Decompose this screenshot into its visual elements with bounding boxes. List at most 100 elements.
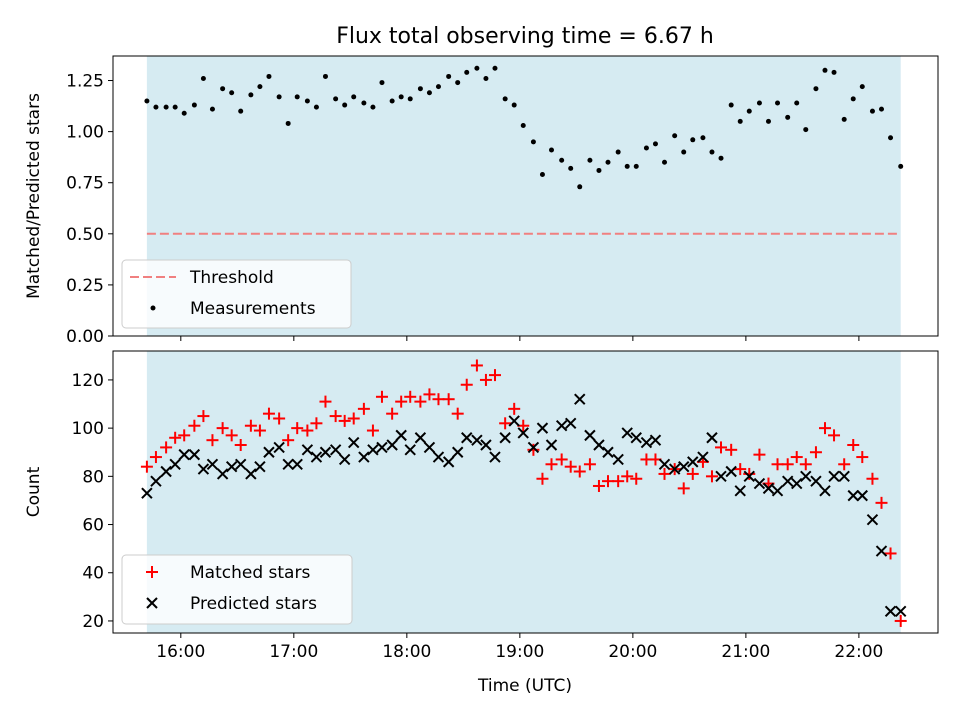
predicted-star-point — [856, 489, 868, 502]
measurement-point — [652, 141, 658, 147]
predicted-star-point — [725, 465, 737, 478]
predicted-star-point — [358, 451, 370, 463]
matched-star-point — [357, 402, 370, 415]
predicted-star-point — [536, 422, 549, 434]
matched-star-point — [875, 496, 888, 509]
measurement-point — [294, 94, 300, 100]
predicted-star-point — [178, 448, 190, 461]
measurement-point — [398, 94, 404, 100]
x-axis-label: Time (UTC) — [477, 676, 572, 696]
matched-star-point — [140, 460, 153, 473]
count-y-axis: 20 40 60 80 100 120 — [72, 371, 113, 632]
predicted-star-point — [141, 487, 153, 499]
predicted-star-point — [781, 475, 794, 487]
measurement-point — [426, 90, 432, 96]
predicted-star-point — [866, 514, 879, 526]
chart-title: Flux total observing time = 6.67 h — [336, 24, 714, 49]
predicted-star-point — [545, 439, 558, 451]
y-tick-label: 80 — [82, 467, 104, 487]
measurement-point — [266, 73, 272, 79]
measurement-point — [191, 102, 197, 108]
y-tick-label: 1.25 — [66, 72, 104, 92]
matched-star-point — [536, 472, 549, 485]
measurement-point — [633, 163, 639, 169]
measurement-point — [361, 100, 367, 106]
measurement-point — [746, 108, 752, 114]
predicted-star-point — [593, 439, 605, 451]
measurement-point — [869, 108, 875, 114]
predicted-star-point — [828, 470, 840, 483]
predicted-star-point — [658, 458, 671, 470]
matched-star-point — [884, 547, 897, 560]
measurement-point — [878, 106, 884, 112]
matched-star-point — [488, 369, 501, 382]
count-legend: Matched stars Predicted stars — [121, 554, 353, 625]
measurement-point — [153, 104, 159, 110]
predicted-star-point — [715, 470, 727, 483]
predicted-star-point — [414, 432, 427, 444]
measurement-point — [483, 75, 489, 81]
predicted-star-point — [301, 444, 314, 456]
predicted-star-point — [894, 605, 907, 618]
legend-matched-label: Matched stars — [190, 563, 310, 583]
matched-star-point — [564, 460, 577, 473]
measurement-point — [624, 163, 630, 169]
matched-star-point — [799, 458, 812, 471]
matched-star-point — [273, 412, 286, 425]
matched-star-point — [592, 479, 605, 492]
matched-star-point — [197, 410, 210, 423]
predicted-star-point — [150, 475, 162, 487]
measurement-point — [728, 102, 734, 108]
measurement-point — [313, 104, 319, 110]
matched-star-point — [375, 390, 388, 403]
ratio-y-axis: 0.00 0.25 0.50 0.75 1.00 1.25 — [66, 72, 113, 347]
matched-star-point — [169, 431, 182, 444]
matched-star-point — [216, 422, 229, 435]
measurement-point — [615, 149, 621, 155]
measurement-point — [794, 100, 800, 106]
matched-star-point — [160, 441, 173, 454]
matched-star-point — [234, 439, 247, 451]
measurement-point — [502, 96, 508, 102]
measurement-point — [737, 118, 743, 124]
matched-star-point — [809, 446, 822, 459]
predicted-star-point — [404, 444, 416, 456]
y-tick-label: 1.00 — [66, 123, 104, 143]
matched-star-point — [329, 410, 342, 423]
x-tick-label: 21:00 — [721, 642, 770, 662]
matched-star-point — [781, 458, 794, 471]
predicted-star-point — [432, 451, 445, 463]
measurement-point — [822, 67, 828, 73]
predicted-star-point — [734, 485, 746, 497]
y-tick-label: 40 — [82, 564, 104, 584]
matched-star-point — [479, 373, 492, 386]
predicted-star-point — [564, 417, 577, 430]
predicted-star-point — [451, 446, 464, 458]
predicted-star-point — [310, 451, 323, 463]
ratio-panel: 0.00 0.25 0.50 0.75 1.00 1.25 Matched/Predict… — [24, 55, 939, 347]
predicted-star-point — [771, 485, 784, 497]
y-tick-label: 0.50 — [66, 225, 104, 245]
measurement-point — [342, 102, 348, 108]
matched-star-point — [753, 448, 766, 461]
predicted-star-point — [884, 605, 897, 618]
measurement-point — [690, 137, 696, 143]
matched-star-point — [395, 395, 408, 408]
measurement-point — [765, 118, 771, 124]
measurement-point — [351, 94, 357, 100]
measurement-point — [672, 133, 678, 139]
measurement-point — [370, 104, 376, 110]
measurement-point — [718, 155, 724, 161]
predicted-star-point — [376, 441, 388, 454]
predicted-star-point — [555, 420, 568, 432]
measurement-point — [200, 75, 206, 81]
predicted-star-point — [584, 429, 596, 442]
measurement-point — [643, 145, 649, 151]
predicted-star-point — [678, 460, 690, 473]
predicted-star-point — [612, 453, 624, 466]
predicted-star-point — [753, 477, 766, 490]
measurement-point — [464, 69, 470, 75]
measurement-point — [304, 98, 310, 104]
matched-star-point — [386, 407, 399, 420]
count-panel: 20 40 60 80 100 120 16:00 17:00 18:00 19:00 20:00… — [24, 350, 939, 696]
